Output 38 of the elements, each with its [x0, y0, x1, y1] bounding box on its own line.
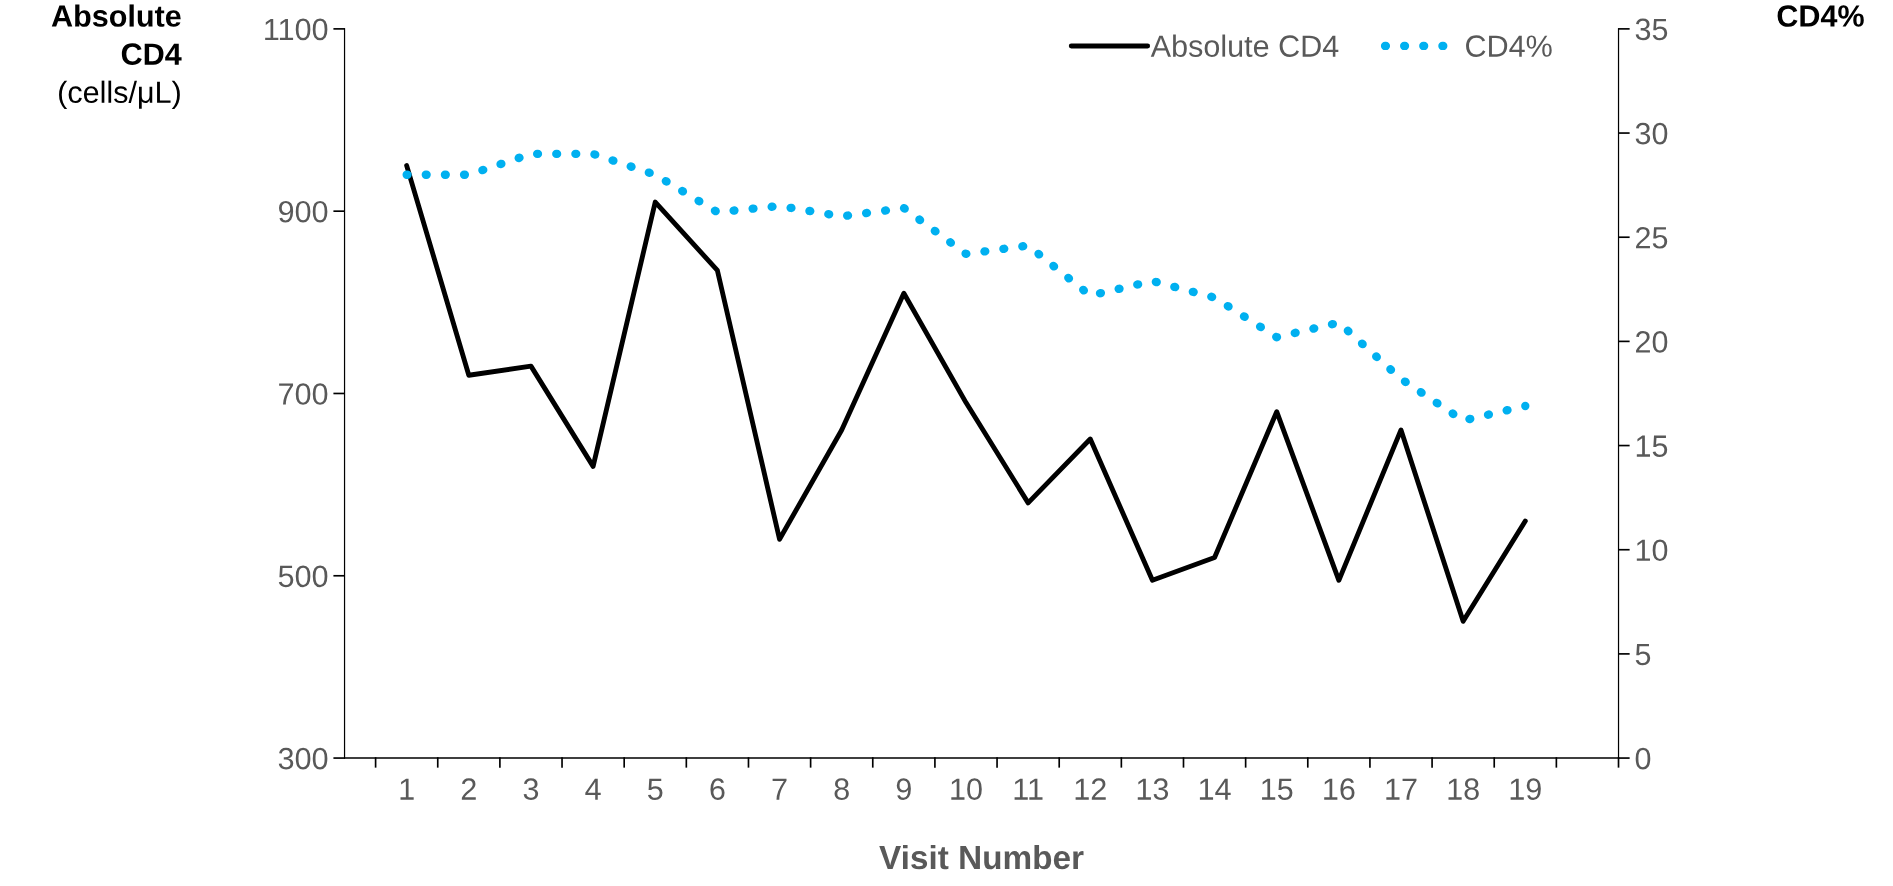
y-tick-label: 300	[278, 747, 328, 770]
x-tick-label: 16	[1324, 778, 1355, 800]
x-tick-label: 10	[951, 778, 982, 800]
x-tick-label: 7	[772, 778, 787, 800]
y2-axis-title: CD4%	[1777, 5, 1864, 27]
y-axis-title: Absolute CD4 (cells/μL)	[51, 4, 182, 110]
y2-tick-label: 35	[1635, 18, 1668, 41]
y2-tick-label: 5	[1635, 643, 1651, 666]
y-tick-label: 500	[278, 565, 328, 588]
y-tick-label: 700	[279, 383, 328, 405]
y2-tick-label: 30	[1635, 122, 1668, 145]
x-tick-label: 2	[461, 778, 476, 800]
x-tick-label: 18	[1448, 778, 1479, 800]
x-tick-label: 6	[710, 778, 725, 800]
y-tick-label: 900	[279, 200, 328, 223]
x-tick-label: 13	[1137, 778, 1169, 800]
legend-label: Absolute CD4	[1150, 34, 1339, 57]
y-tick-label: 1100	[265, 18, 328, 41]
legend-label: CD4%	[1466, 35, 1552, 57]
y2-tick-label: 20	[1636, 331, 1668, 353]
x-tick-label: 11	[1014, 778, 1043, 800]
x-tick-label: 8	[834, 778, 849, 800]
y2-tick-label: 10	[1636, 539, 1668, 562]
x-tick-label: 14	[1199, 778, 1231, 800]
line-series	[404, 163, 1528, 624]
x-axis-title: Visit Number	[879, 844, 1084, 870]
x-tick-label: 12	[1075, 778, 1106, 800]
x-tick-label: 19	[1510, 778, 1541, 800]
y2-tick-label: 25	[1636, 226, 1668, 249]
x-tick-label: 3	[523, 778, 539, 800]
y2-tick-label: 0	[1635, 747, 1651, 770]
x-tick-label: 9	[896, 778, 911, 800]
x-tick-label: 1	[400, 778, 414, 800]
x-tick-label: 5	[647, 778, 663, 800]
x-tick-label: 15	[1262, 778, 1293, 800]
x-tick-label: 4	[585, 778, 601, 800]
y2-tick-label: 15	[1636, 435, 1668, 457]
x-tick-label: 17	[1386, 778, 1417, 800]
